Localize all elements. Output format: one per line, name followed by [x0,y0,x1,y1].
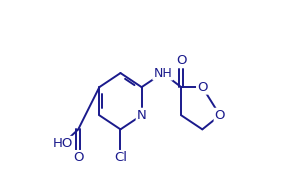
Text: O: O [215,109,225,122]
Text: N: N [137,109,147,122]
Text: NH: NH [153,67,172,80]
Text: Cl: Cl [114,151,127,164]
Text: HO: HO [53,137,74,150]
Text: O: O [176,54,187,67]
Text: O: O [197,81,208,94]
Text: O: O [73,151,84,164]
